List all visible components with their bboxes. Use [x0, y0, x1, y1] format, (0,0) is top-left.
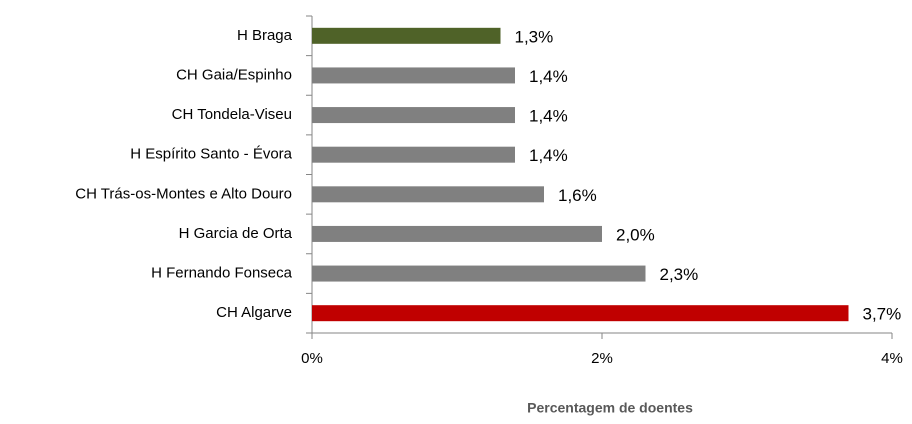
value-label: 1,3%: [515, 27, 554, 46]
value-label: 1,4%: [529, 146, 568, 165]
y-tick-label: CH Gaia/Espinho: [176, 66, 292, 83]
x-tick-label: 4%: [881, 350, 903, 367]
y-tick-label: CH Trás-os-Montes e Alto Douro: [75, 185, 292, 202]
bar: [312, 27, 501, 44]
y-tick-label: CH Tondela-Viseu: [172, 106, 292, 123]
y-tick-label: H Garcia de Orta: [179, 225, 293, 242]
y-tick-label: CH Algarve: [216, 304, 292, 321]
bar: [312, 107, 515, 124]
x-tick-label: 2%: [591, 350, 613, 367]
value-label: 2,0%: [616, 225, 655, 244]
y-tick-label: H Espírito Santo - Évora: [130, 146, 292, 163]
value-label: 1,6%: [558, 186, 597, 205]
value-label: 1,4%: [529, 67, 568, 86]
value-label: 1,4%: [529, 107, 568, 126]
value-label: 3,7%: [863, 305, 902, 324]
x-tick-label: 0%: [301, 350, 323, 367]
bar: [312, 225, 602, 242]
bar: [312, 305, 849, 322]
value-label: 2,3%: [660, 265, 699, 284]
y-tick-label: H Fernando Fonseca: [151, 265, 293, 282]
x-axis-label: Percentagem de doentes: [527, 400, 693, 416]
bar: [312, 146, 515, 163]
y-tick-label: H Braga: [237, 27, 293, 44]
bar: [312, 67, 515, 84]
bar: [312, 265, 646, 282]
bar: [312, 186, 544, 203]
